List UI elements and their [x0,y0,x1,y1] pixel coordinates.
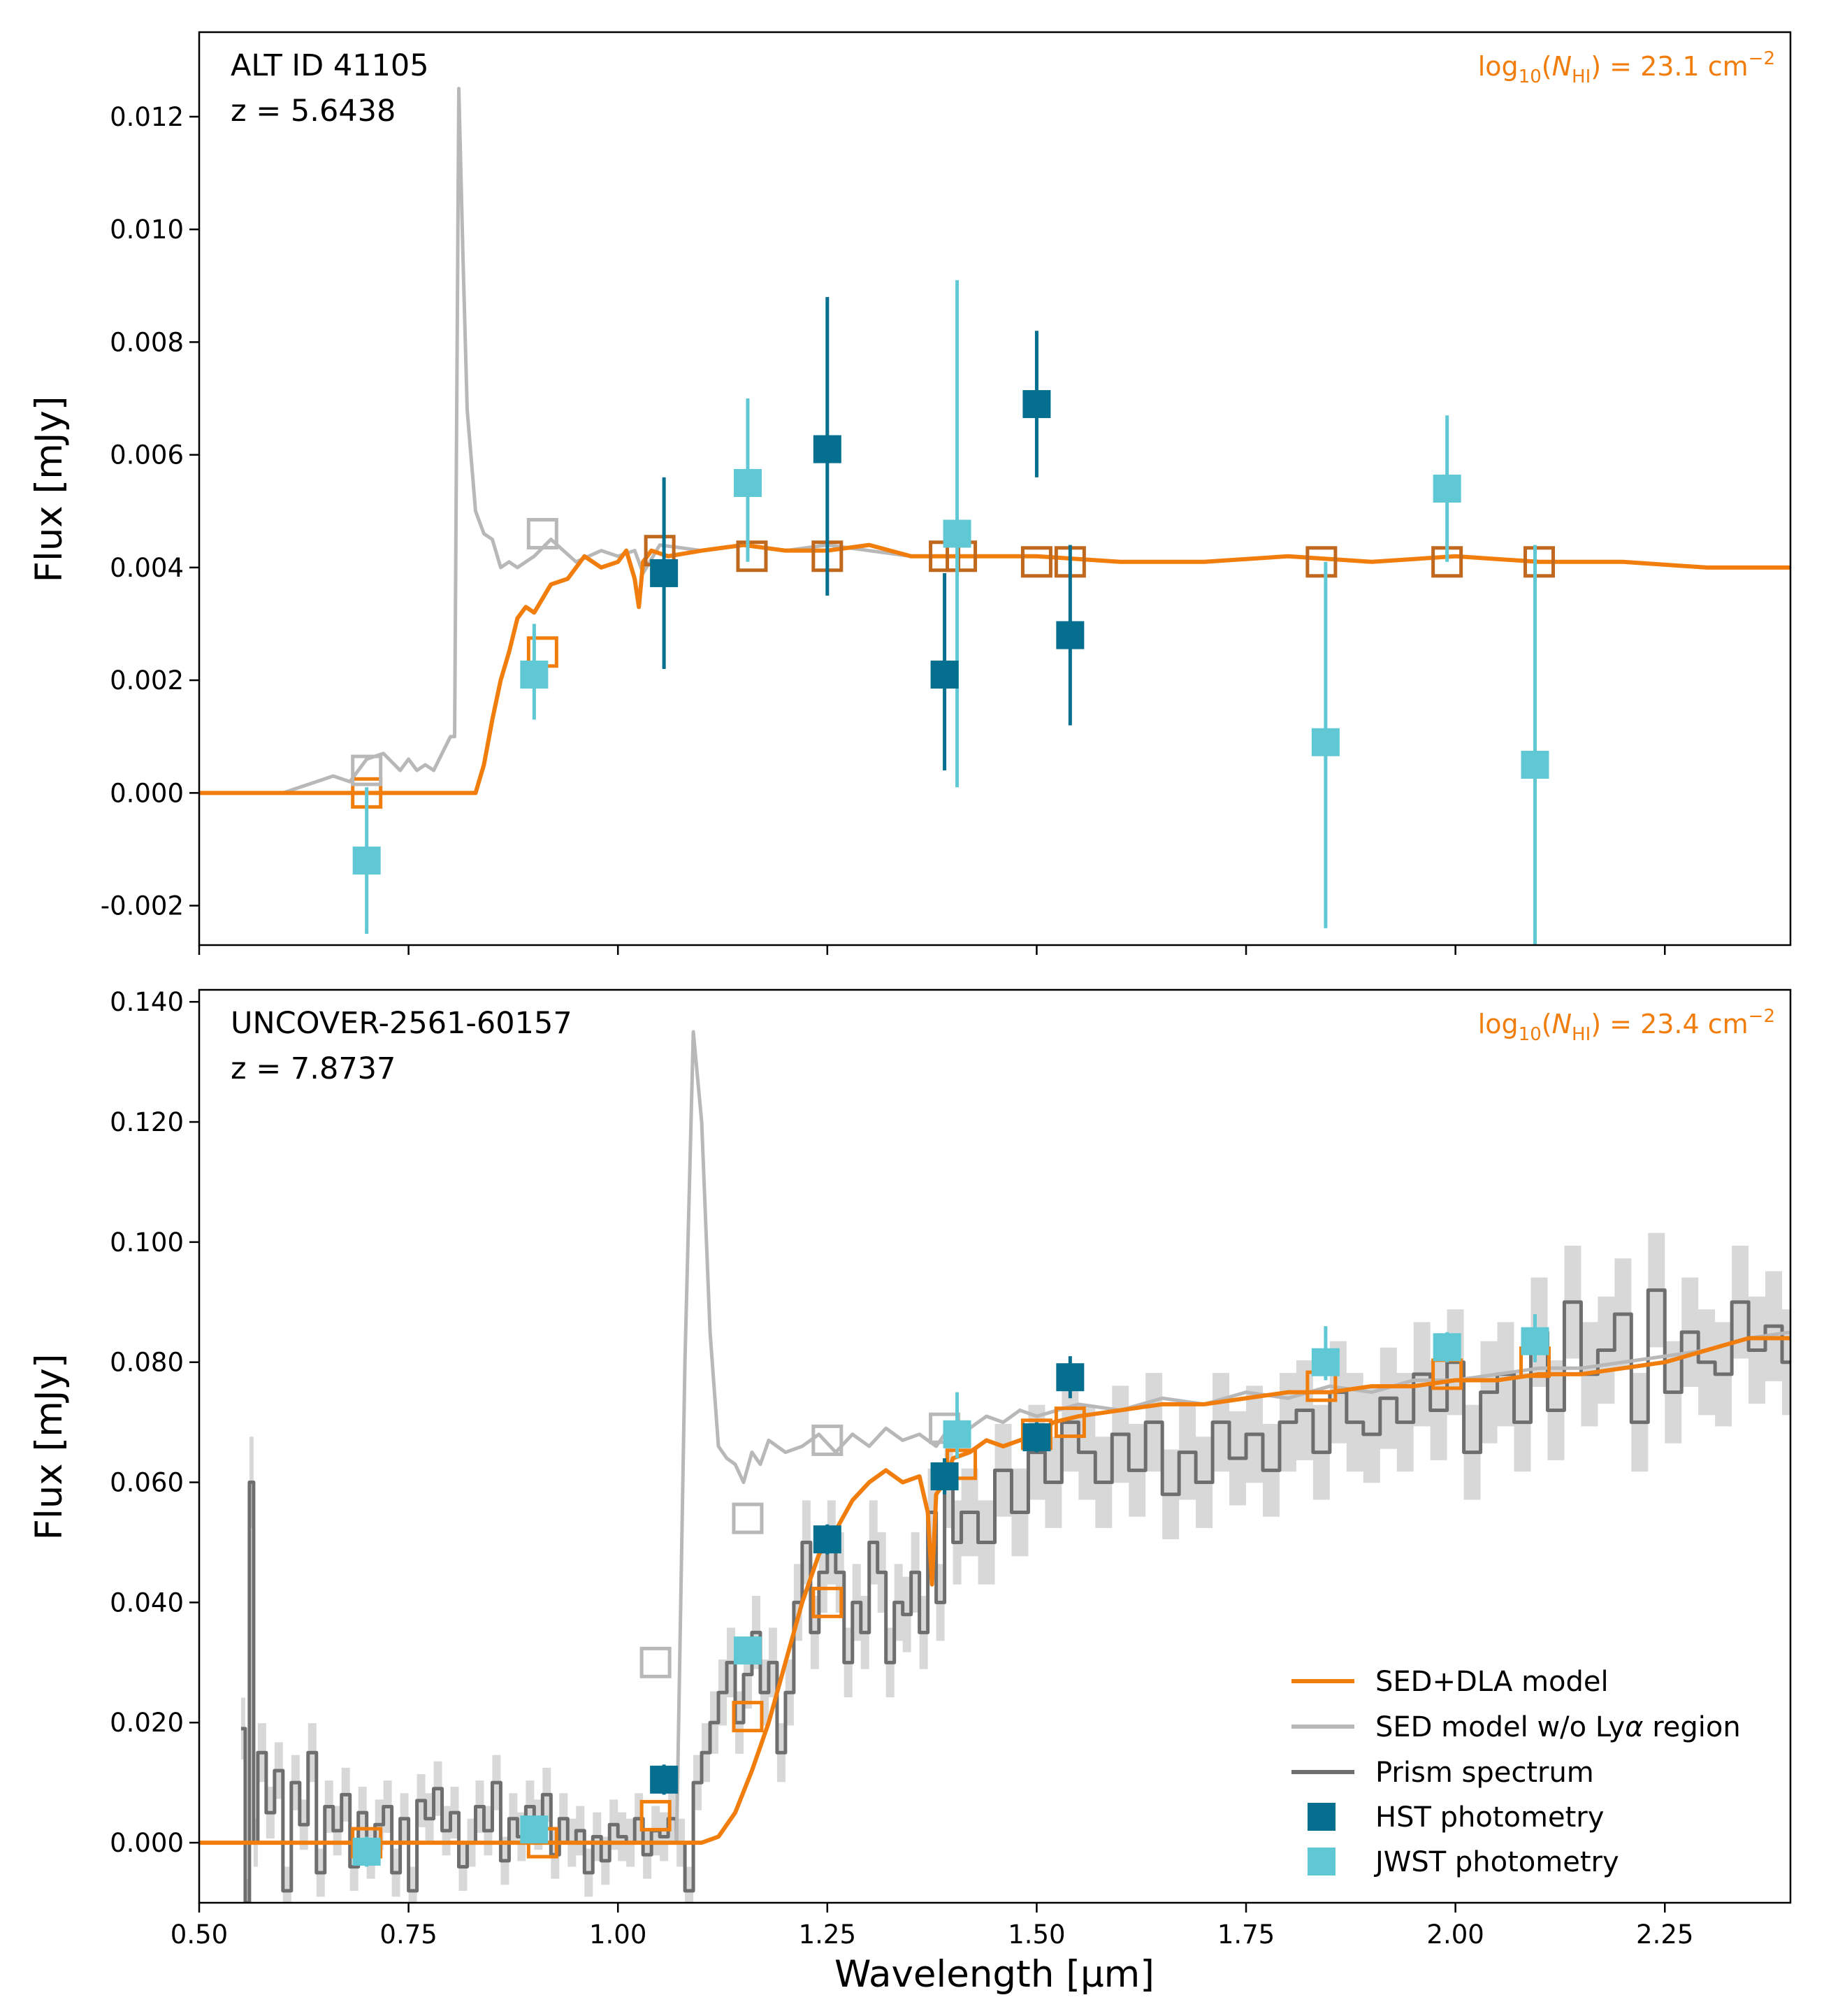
bottom-xtick-label-3: 1.25 [799,1920,856,1950]
bottom-z-label: z = 7.8737 [231,1051,396,1086]
bottom-model-phot-11 [1054,1406,1086,1439]
top-model-phot-3 [526,517,558,549]
bottom-ytick-label-3: 0.060 [110,1468,184,1498]
legend-label-sed: SED model w/o Lyα region [1375,1711,1741,1743]
top-z-label: z = 5.6438 [231,94,396,129]
bottom-model-phot-6 [811,1424,844,1456]
bottom-model-phot-2 [639,1646,672,1678]
x-axis-title: Wavelength [μm] [834,1953,1155,1996]
legend: SED+DLA model SED model w/o Lyα region P… [1291,1666,1741,1878]
top-hst-point-4 [1056,621,1085,649]
bottom-jwst-point-0 [352,1837,381,1866]
top-ytick-label-0: -0.002 [101,891,184,921]
bottom-ytick-label-2: 0.040 [110,1587,184,1618]
top-ytick-label-3: 0.004 [110,553,184,583]
bottom-y-axis-title: Flux [mJy] [28,1354,71,1541]
top-model-phot-5 [736,540,768,573]
bottom-xtick-label-4: 1.50 [1008,1920,1065,1950]
top-jwst-point-4 [1311,728,1340,756]
top-model-phot-11 [1305,546,1338,578]
top-model-phot-1 [351,754,383,786]
bottom-ytick-label-0: 0.000 [110,1828,184,1858]
top-id-label: ALT ID 41105 [231,48,429,83]
bottom-xtick-label-0: 0.50 [171,1920,228,1950]
top-hst-point-0 [650,559,679,587]
top-ytick-label-1: 0.000 [110,778,184,808]
bottom-jwst-point-6 [1521,1327,1549,1355]
bottom-model-phot-3 [639,1799,672,1831]
top-jwst-point-5 [1433,475,1461,503]
bottom-ytick-label-6: 0.120 [110,1107,184,1137]
bottom-xtick-label-1: 0.75 [379,1920,437,1950]
top-hst-point-1 [813,435,841,463]
top-jwst-point-2 [733,468,762,497]
bottom-jwst-point-3 [943,1420,971,1448]
legend-label-prism: Prism spectrum [1375,1757,1594,1789]
top-hst-point-3 [1022,390,1051,419]
bottom-jwst-point-4 [1311,1348,1340,1376]
bottom-sed-dla-model-line [199,1336,1790,1845]
top-jwst-point-3 [943,519,971,548]
legend-label-dla: SED+DLA model [1375,1666,1609,1698]
bottom-hst-point-4 [1056,1363,1085,1392]
bottom-nhi-label: log10(NHI) = 23.4 cm−2 [1478,1006,1775,1045]
top-ytick-label-4: 0.006 [110,440,184,470]
bottom-jwst-point-1 [520,1815,549,1844]
bottom-xtick-label-7: 2.25 [1636,1920,1693,1950]
legend-label-hst: HST photometry [1375,1801,1604,1834]
top-model-phot-13 [1523,546,1555,578]
bottom-hst-point-0 [650,1765,679,1794]
bottom-xtick-label-6: 2.00 [1426,1920,1484,1950]
bottom-ytick-label-5: 0.100 [110,1227,184,1258]
bottom-jwst-point-5 [1433,1333,1461,1362]
bottom-xtick-label-5: 1.75 [1217,1920,1275,1950]
top-axes-frame [198,31,1792,946]
top-ytick-label-2: 0.002 [110,665,184,696]
bottom-hst-point-2 [930,1462,959,1490]
bottom-jwst-point-2 [733,1636,762,1665]
top-ytick-label-5: 0.008 [110,327,184,357]
bottom-prism-spectrum-line [240,1288,1790,1903]
bottom-id-label: UNCOVER-2561-60157 [231,1006,572,1041]
legend-swatch-hst [1308,1803,1336,1831]
panel-bottom: 0.000 0.020 0.040 0.060 0.080 0.100 0.120 0.140… [28,987,1792,1996]
bottom-model-phot-5 [732,1701,764,1733]
bottom-model-phot-7 [811,1586,844,1618]
bottom-xtick-label-2: 1.00 [589,1920,646,1950]
bottom-prism-error-band [240,1232,1790,1903]
top-ytick-label-7: 0.012 [110,102,184,132]
top-jwst-point-0 [352,847,381,875]
top-y-axis-title: Flux [mJy] [28,396,71,583]
bottom-hst-point-3 [1022,1423,1051,1452]
top-sed-dla-model-line [199,542,1790,795]
legend-label-jwst: JWST photometry [1373,1846,1619,1878]
top-jwst-point-1 [520,661,549,689]
top-model-phot-9 [1020,546,1052,578]
bottom-ytick-label-4: 0.080 [110,1348,184,1378]
bottom-axes-frame [198,988,1792,1904]
top-hst-point-2 [930,661,959,689]
bottom-ytick-label-1: 0.020 [110,1708,184,1738]
bottom-hst-point-1 [813,1525,841,1554]
top-ytick-label-6: 0.010 [110,215,184,245]
panel-top: -0.002 0.000 0.002 0.004 0.006 0.008 0.010 0.01… [28,31,1792,955]
top-nhi-label: log10(NHI) = 23.1 cm−2 [1478,48,1775,87]
legend-swatch-jwst [1308,1848,1336,1875]
top-jwst-point-6 [1521,751,1549,779]
bottom-ytick-label-7: 0.140 [110,987,184,1017]
bottom-model-phot-4 [732,1502,764,1534]
